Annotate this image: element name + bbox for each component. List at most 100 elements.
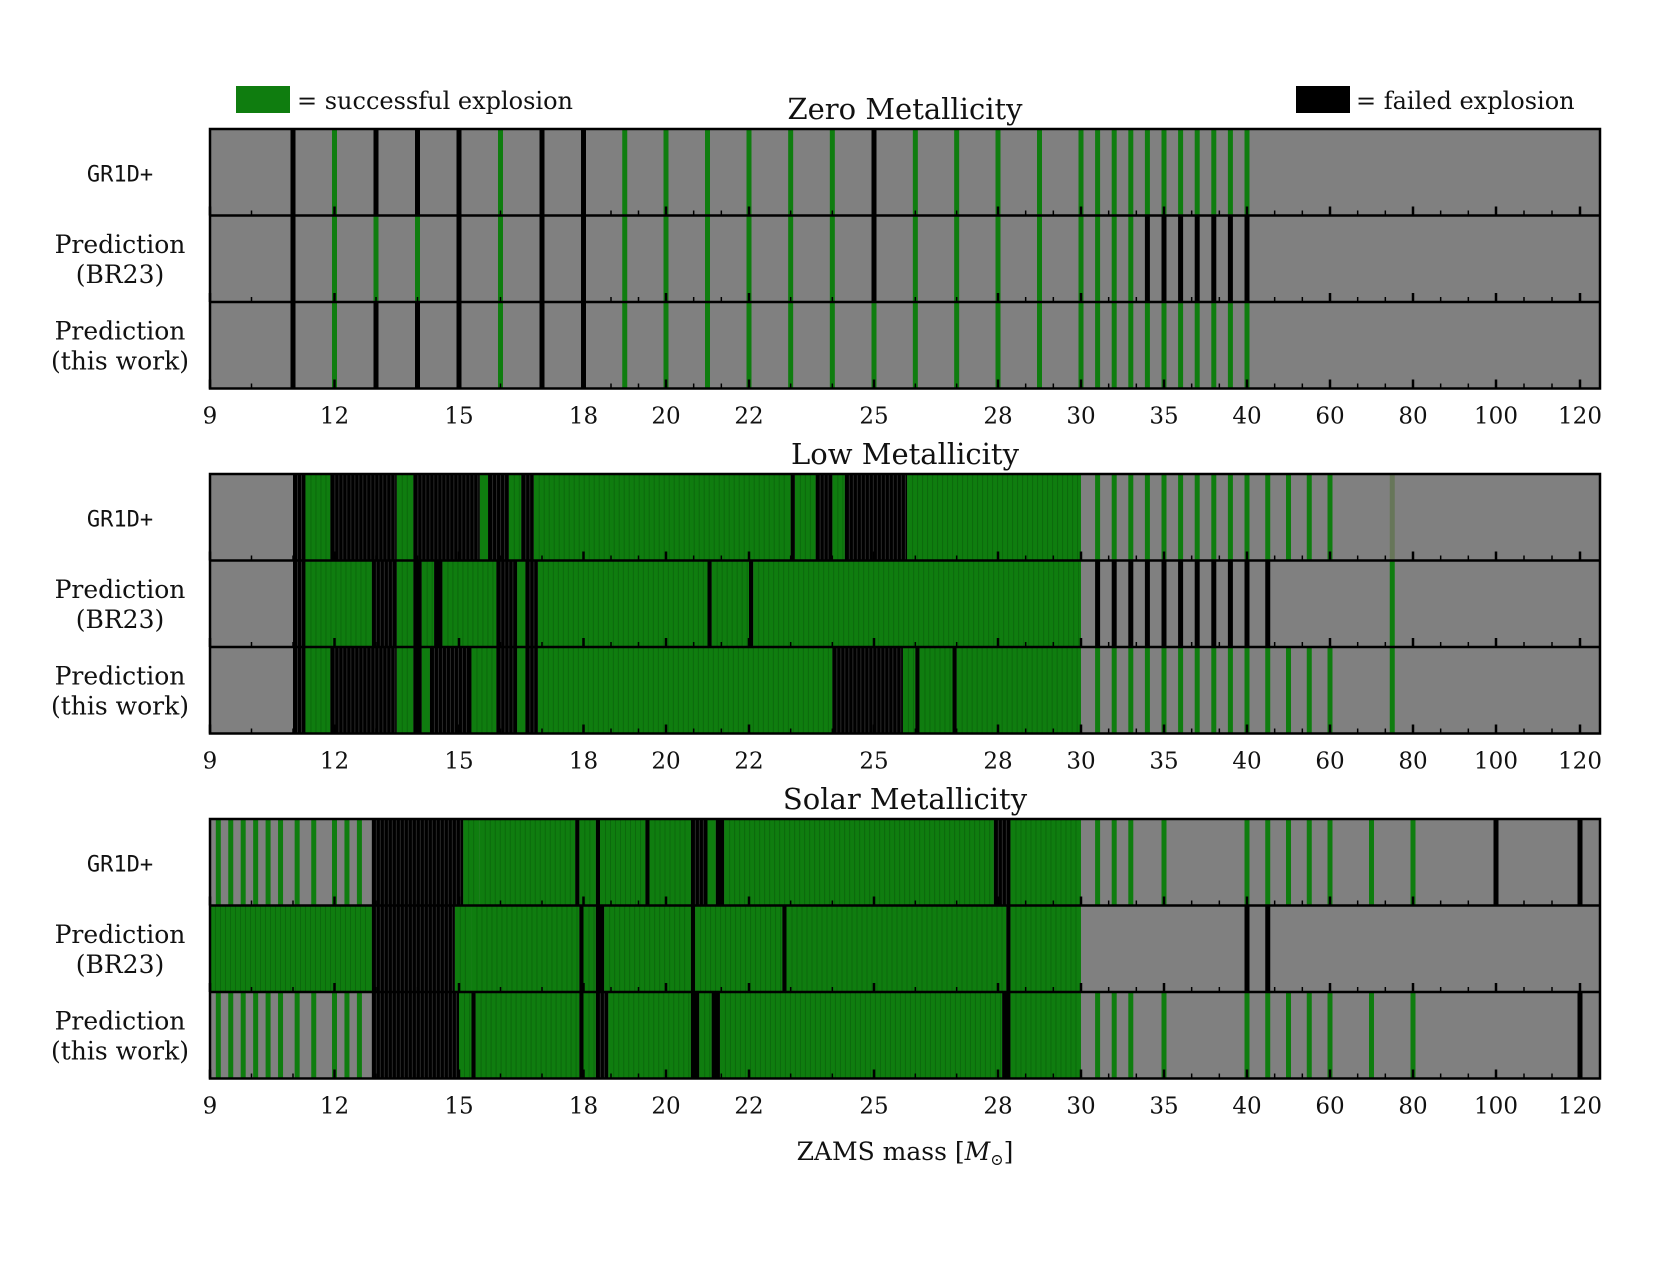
model-stripe bbox=[648, 992, 650, 1079]
success-mark bbox=[421, 560, 435, 647]
model-stripe bbox=[797, 647, 799, 734]
model-stripe bbox=[473, 474, 475, 561]
model-stripe bbox=[997, 819, 999, 906]
model-stripe bbox=[1022, 474, 1024, 561]
model-stripe bbox=[957, 474, 959, 561]
model-stripe bbox=[738, 474, 740, 561]
tick-label: 9 bbox=[203, 404, 218, 430]
model-stripe bbox=[383, 905, 385, 992]
model-stripe bbox=[1030, 819, 1032, 906]
tick-label: 60 bbox=[1315, 404, 1344, 430]
model-stripe bbox=[735, 905, 737, 992]
fail-mark bbox=[1006, 905, 1011, 992]
model-stripe bbox=[873, 560, 875, 647]
model-stripe bbox=[798, 560, 800, 647]
model-stripe bbox=[452, 560, 454, 647]
success-mark bbox=[907, 474, 1081, 561]
success-mark bbox=[786, 905, 1007, 992]
model-stripe bbox=[684, 905, 686, 992]
legend-success-swatch bbox=[236, 86, 290, 113]
model-stripe bbox=[453, 474, 455, 561]
tick-label: 80 bbox=[1398, 1094, 1427, 1120]
model-stripe bbox=[918, 560, 920, 647]
success-mark bbox=[711, 560, 749, 647]
model-stripe bbox=[692, 560, 694, 647]
model-stripe bbox=[1045, 819, 1047, 906]
model-stripe bbox=[534, 819, 536, 906]
model-stripe bbox=[871, 905, 873, 992]
model-stripe bbox=[844, 647, 846, 734]
model-stripe bbox=[929, 819, 931, 906]
model-stripe bbox=[929, 647, 931, 734]
model-stripe bbox=[874, 992, 876, 1079]
fail-mark bbox=[496, 560, 518, 647]
model-stripe bbox=[864, 819, 866, 906]
success-mark bbox=[1178, 474, 1184, 561]
model-stripe bbox=[944, 992, 946, 1079]
model-stripe bbox=[942, 474, 944, 561]
model-stripe bbox=[677, 560, 679, 647]
model-stripe bbox=[401, 647, 403, 734]
model-stripe bbox=[504, 560, 506, 647]
model-stripe bbox=[461, 474, 463, 561]
success-mark bbox=[344, 819, 350, 906]
model-stripe bbox=[375, 819, 377, 906]
model-stripe bbox=[783, 560, 785, 647]
model-stripe bbox=[999, 992, 1001, 1079]
success-mark bbox=[600, 819, 646, 906]
model-stripe bbox=[614, 905, 616, 992]
model-stripe bbox=[899, 992, 901, 1079]
success-mark bbox=[622, 215, 628, 302]
model-stripe bbox=[909, 819, 911, 906]
model-stripe bbox=[492, 560, 494, 647]
model-stripe bbox=[722, 647, 724, 734]
fail-mark bbox=[290, 129, 296, 216]
model-stripe bbox=[225, 905, 226, 992]
model-stripe bbox=[399, 905, 401, 992]
model-stripe bbox=[599, 992, 601, 1079]
model-stripe bbox=[753, 474, 755, 561]
model-stripe bbox=[374, 647, 376, 734]
model-stripe bbox=[981, 905, 983, 992]
model-stripe bbox=[876, 905, 878, 992]
success-mark bbox=[215, 819, 221, 906]
x-axis-label: ZAMS mass [M⊙] bbox=[797, 1137, 1014, 1169]
model-stripe bbox=[1045, 992, 1047, 1079]
success-mark bbox=[305, 560, 372, 647]
model-stripe bbox=[1001, 647, 1003, 734]
fail-mark bbox=[1211, 215, 1217, 302]
model-stripe bbox=[1065, 905, 1067, 992]
model-stripe bbox=[741, 560, 743, 647]
model-stripe bbox=[992, 474, 994, 561]
model-stripe bbox=[305, 905, 306, 992]
model-stripe bbox=[759, 992, 761, 1079]
model-stripe bbox=[350, 560, 352, 647]
model-stripe bbox=[864, 992, 866, 1079]
model-stripe bbox=[524, 819, 526, 906]
model-stripe bbox=[767, 647, 769, 734]
model-stripe bbox=[770, 905, 772, 992]
model-stripe bbox=[861, 905, 863, 992]
model-stripe bbox=[449, 647, 451, 734]
model-stripe bbox=[489, 819, 491, 906]
model-stripe bbox=[976, 905, 978, 992]
model-stripe bbox=[868, 560, 870, 647]
model-stripe bbox=[449, 474, 451, 561]
model-stripe bbox=[962, 474, 964, 561]
fail-mark bbox=[539, 129, 545, 216]
model-stripe bbox=[512, 560, 514, 647]
success-mark bbox=[1227, 474, 1233, 561]
fail-mark bbox=[415, 129, 420, 216]
model-stripe bbox=[473, 819, 475, 906]
model-stripe bbox=[476, 647, 478, 734]
model-stripe bbox=[807, 647, 809, 734]
model-stripe bbox=[1048, 560, 1050, 647]
row-label: Prediction bbox=[55, 920, 186, 949]
model-stripe bbox=[245, 905, 246, 992]
model-stripe bbox=[728, 474, 730, 561]
model-stripe bbox=[934, 647, 936, 734]
success-mark bbox=[753, 560, 1081, 647]
model-stripe bbox=[893, 560, 895, 647]
fail-mark bbox=[371, 905, 455, 992]
model-stripe bbox=[548, 474, 550, 561]
